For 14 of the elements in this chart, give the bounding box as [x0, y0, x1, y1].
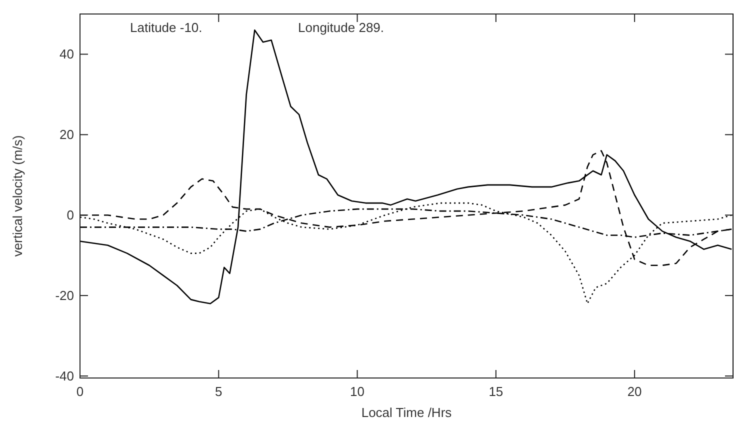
y-tick-label: 0	[66, 208, 74, 223]
y-axis-title: vertical velocity (m/s)	[10, 135, 25, 257]
y-tick-label: -40	[55, 368, 74, 384]
annotation: Latitude -10.	[130, 20, 202, 35]
x-tick-label: 10	[350, 384, 365, 399]
y-tick-label: 20	[60, 127, 74, 142]
x-tick-label: 0	[76, 384, 84, 399]
x-tick-label: 5	[215, 384, 222, 399]
y-tick-label: -20	[55, 288, 74, 304]
x-axis-title: Local Time /Hrs	[361, 405, 452, 420]
y-tick-label: 40	[60, 46, 74, 62]
x-tick-label: 15	[488, 384, 504, 399]
x-tick-label: 20	[627, 384, 642, 399]
annotation: Longitude 289.	[298, 20, 384, 35]
